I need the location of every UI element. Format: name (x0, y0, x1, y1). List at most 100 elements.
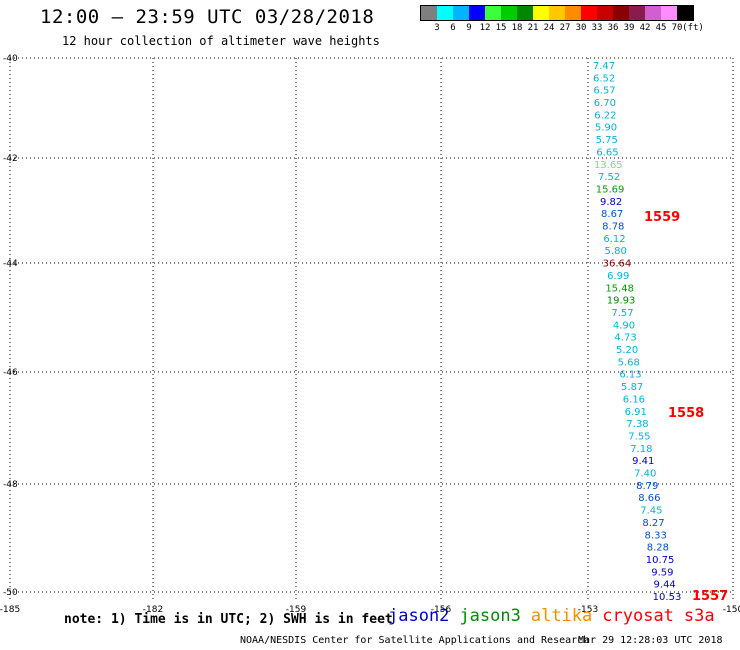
legend-swatch (549, 6, 565, 20)
legend-swatch (517, 6, 533, 20)
legend-swatch (453, 6, 469, 20)
legend-swatch (421, 6, 437, 20)
legend-swatches (420, 5, 694, 21)
footer-timestamp: Mar 29 12:28:03 UTC 2018 (578, 635, 723, 646)
legend-label: 24 (543, 23, 555, 33)
grid-lines (9, 57, 734, 600)
satellite-s3a: s3a (683, 606, 715, 626)
wave-height-value: 19.93 (607, 296, 636, 307)
note-text: note: 1) Time is in UTC; 2) SWH is in fe… (64, 612, 393, 627)
legend-label: 18 (511, 23, 523, 33)
legend-label: 30 (575, 23, 587, 33)
wave-height-value: 7.55 (628, 431, 650, 442)
wave-height-value: 6.16 (623, 394, 645, 405)
legend-label: 9 (466, 23, 472, 33)
legend-label: 70 (671, 23, 683, 33)
latitude-label: -40 (3, 54, 18, 64)
legend-swatch (485, 6, 501, 20)
wave-height-value: 8.33 (645, 530, 667, 541)
legend-swatch (565, 6, 581, 20)
legend-label: 27 (559, 23, 571, 33)
wave-height-value: 6.52 (593, 73, 615, 84)
wave-height-value: 6.70 (594, 98, 616, 109)
color-legend: 3 6 9 12 15 18 21 24 27 30 33 36 39 42 45 70 (ft) (420, 5, 704, 35)
latitude-label: -44 (3, 259, 18, 269)
wave-height-value: 7.45 (640, 506, 662, 517)
wave-height-value: 8.67 (601, 209, 623, 220)
legend-swatch (645, 6, 661, 20)
wave-height-value: 36.64 (603, 259, 632, 270)
wave-height-value: 8.66 (638, 493, 660, 504)
legend-label: 6 (450, 23, 456, 33)
wave-height-value: 8.79 (636, 481, 658, 492)
wave-height-value: 9.44 (654, 580, 676, 591)
legend-label: 33 (591, 23, 603, 33)
wave-height-value: 15.48 (605, 283, 634, 294)
legend-label: 3 (434, 23, 440, 33)
legend-label: 39 (623, 23, 635, 33)
latitude-label: -42 (3, 154, 18, 164)
latitude-labels: -40 -42 -44 -46 -48 -50 (3, 54, 18, 598)
wave-height-value: 6.12 (603, 234, 625, 245)
wave-height-value: 10.53 (653, 592, 682, 603)
wave-height-value: 13.65 (594, 160, 623, 171)
wave-height-value: 7.18 (630, 444, 652, 455)
satellite-jason3: jason3 (459, 606, 521, 626)
wave-height-value: 6.57 (593, 86, 615, 97)
page-subtitle: 12 hour collection of altimeter wave hei… (62, 34, 380, 48)
wave-height-value: 7.47 (593, 61, 615, 72)
legend-label: 45 (655, 23, 667, 33)
wave-height-value: 5.68 (618, 357, 640, 368)
wave-height-value: 9.82 (600, 197, 622, 208)
wave-height-observations: 7.476.526.576.706.225.905.756.6513.657.5… (593, 61, 681, 603)
latitude-label: -48 (3, 480, 18, 490)
wave-height-value: 4.73 (614, 333, 636, 344)
legend-label: (ft) (682, 23, 704, 33)
longitude-label: -156 (431, 605, 452, 615)
legend-swatch (661, 6, 677, 20)
legend-swatch (437, 6, 453, 20)
wave-height-value: 5.90 (595, 123, 617, 134)
wave-height-value: 5.20 (616, 345, 638, 356)
wave-height-value: 10.75 (646, 555, 675, 566)
legend-label: 36 (607, 23, 619, 33)
wave-height-value: 6.22 (594, 110, 616, 121)
wave-height-value: 8.28 (647, 543, 669, 554)
legend-swatch (469, 6, 485, 20)
wave-height-value: 7.40 (634, 469, 656, 480)
latitude-label: -46 (3, 368, 18, 378)
legend-swatch (597, 6, 613, 20)
longitude-labels: -185 -182 -159 -156 -153 -150 (0, 605, 740, 615)
page-title: 12:00 — 23:59 UTC 03/28/2018 (40, 6, 375, 28)
wave-height-value: 5.75 (596, 135, 618, 146)
legend-swatch (501, 6, 517, 20)
legend-swatch (677, 6, 693, 20)
wave-height-value: 5.87 (621, 382, 643, 393)
footer-credit: NOAA/NESDIS Center for Satellite Applica… (240, 635, 590, 646)
track-number: 1558 (668, 406, 704, 421)
satellite-altika: altika (530, 606, 593, 626)
legend-labels: 3 6 9 12 15 18 21 24 27 30 33 36 39 42 45 70 (ft) (420, 21, 704, 35)
longitude-label: -150 (723, 605, 740, 615)
wave-height-value: 9.59 (651, 567, 673, 578)
longitude-label: -185 (0, 605, 20, 615)
legend-label: 21 (527, 23, 539, 33)
wave-height-value: 8.78 (602, 222, 624, 233)
wave-height-value: 6.99 (607, 271, 629, 282)
legend-swatch (581, 6, 597, 20)
latitude-label: -50 (3, 588, 18, 598)
legend-label: 42 (639, 23, 651, 33)
track-number: 1559 (644, 210, 680, 225)
wave-height-value: 5.80 (605, 246, 627, 257)
longitude-label: -159 (286, 605, 307, 615)
wave-height-value: 6.65 (596, 147, 618, 158)
satellite-jason2: jason2 (388, 606, 450, 626)
satellite-key: jason2 jason3 altika cryosat s3a (388, 606, 725, 626)
track-numbers: 1559 1558 1557 (644, 210, 728, 604)
wave-height-value: 7.38 (626, 419, 648, 430)
wave-height-value: 7.52 (598, 172, 620, 183)
wave-height-value: 6.13 (619, 370, 641, 381)
wave-height-value: 15.69 (596, 184, 625, 195)
legend-swatch (613, 6, 629, 20)
